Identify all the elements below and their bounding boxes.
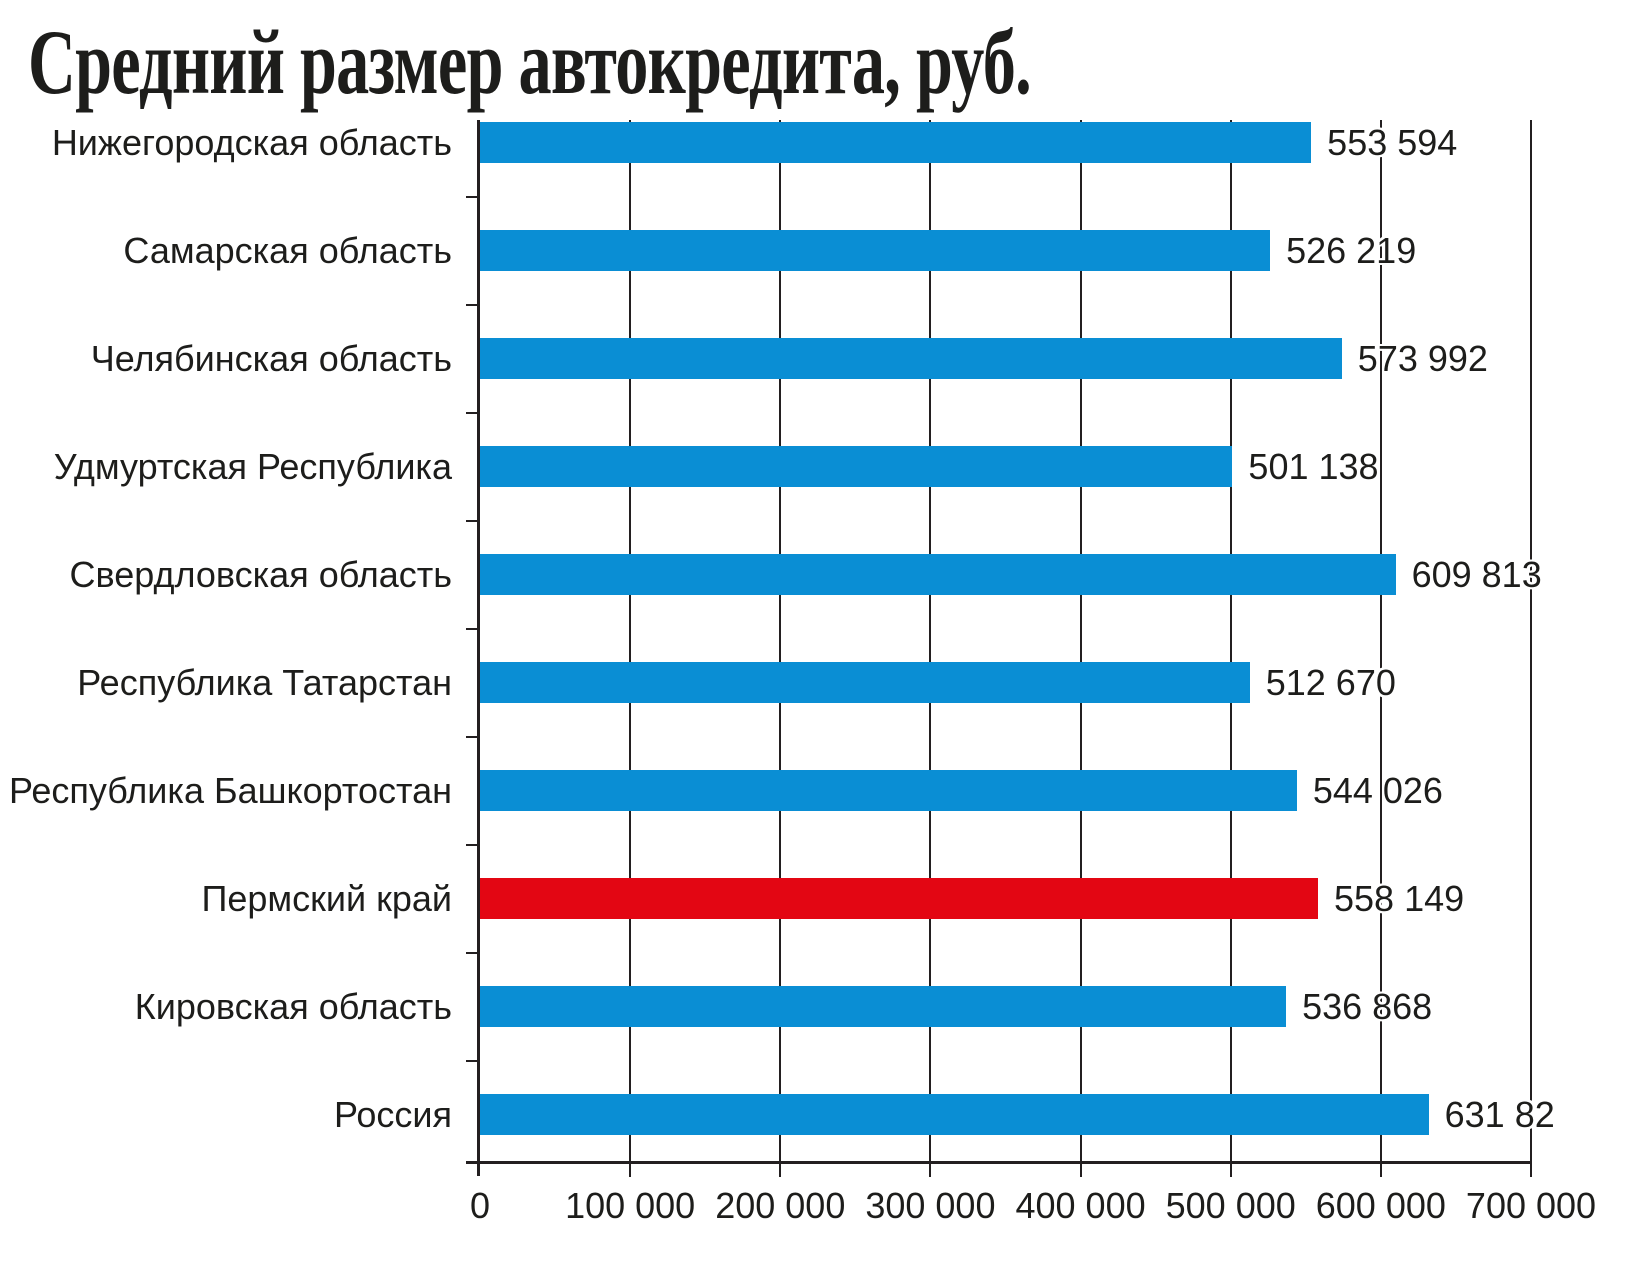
category-label: Пермский край: [201, 877, 452, 919]
x-axis-tick: [1229, 1164, 1232, 1177]
category-label: Самарская область: [123, 229, 452, 271]
y-axis-tick: [466, 303, 480, 306]
value-label: 512 670: [1265, 661, 1396, 703]
bar: [480, 446, 1233, 487]
y-axis-tick: [466, 627, 480, 630]
x-tick-label: 100 000: [565, 1185, 696, 1226]
gridline-300000: [929, 120, 932, 1162]
x-axis-tick: [1379, 1164, 1382, 1177]
gridline-500000: [1229, 120, 1232, 1162]
x-tick-label: 500 000: [1165, 1185, 1296, 1226]
category-label: Свердловская область: [69, 553, 452, 595]
value-label: 609 813: [1411, 553, 1542, 595]
y-axis-tick: [466, 195, 480, 198]
x-axis-tick: [779, 1164, 782, 1177]
x-axis-tick: [929, 1164, 932, 1177]
gridline-600000: [1379, 120, 1382, 1162]
category-label: Челябинская область: [90, 337, 452, 379]
bar: [480, 986, 1287, 1027]
x-tick-label: 200 000: [715, 1185, 846, 1226]
bar: [480, 1094, 1429, 1135]
value-label: 631 82: [1444, 1093, 1555, 1135]
y-axis-tick: [466, 735, 480, 738]
gridline-400000: [1079, 120, 1082, 1162]
bar: [480, 338, 1342, 379]
value-label: 536 868: [1302, 985, 1433, 1027]
x-tick-label: 400 000: [1015, 1185, 1146, 1226]
gridline-700000: [1530, 120, 1532, 1162]
bar: [480, 230, 1271, 271]
value-label: 526 219: [1286, 229, 1417, 271]
y-axis-tick: [466, 1059, 480, 1062]
x-tick-label: 600 000: [1315, 1185, 1446, 1226]
value-label: 544 026: [1312, 769, 1443, 811]
y-axis-line: [477, 120, 480, 1176]
category-label: Республика Татарстан: [77, 661, 452, 703]
x-axis-tick: [1530, 1164, 1532, 1177]
x-axis-tick: [629, 1164, 632, 1177]
x-axis-tick: [1079, 1164, 1082, 1177]
x-axis-line: [466, 1161, 1532, 1164]
bar: [480, 122, 1312, 163]
y-axis-tick: [466, 843, 480, 846]
bar: [480, 770, 1297, 811]
bar: [480, 554, 1396, 595]
y-axis-tick: [466, 411, 480, 414]
bar-highlight: [480, 878, 1319, 919]
category-label: Удмуртская Республика: [53, 445, 452, 487]
bar: [480, 662, 1250, 703]
category-label: Нижегородская область: [51, 121, 452, 163]
category-label: Кировская область: [134, 985, 452, 1027]
chart-title: Средний размер автокредита, руб.: [28, 11, 1032, 113]
value-label: 558 149: [1334, 877, 1465, 919]
category-label: Россия: [333, 1093, 452, 1135]
x-tick-label: 300 000: [865, 1185, 996, 1226]
category-label: Республика Башкортостан: [8, 769, 452, 811]
value-label: 553 594: [1327, 121, 1458, 163]
gridline-100000: [629, 120, 632, 1162]
y-axis-tick: [466, 951, 480, 954]
value-label: 573 992: [1357, 337, 1488, 379]
y-axis-tick: [466, 519, 480, 522]
gridline-200000: [779, 120, 782, 1162]
value-label: 501 138: [1248, 445, 1379, 487]
x-tick-label: 0: [469, 1185, 491, 1226]
x-tick-label: 700 000: [1465, 1185, 1597, 1226]
